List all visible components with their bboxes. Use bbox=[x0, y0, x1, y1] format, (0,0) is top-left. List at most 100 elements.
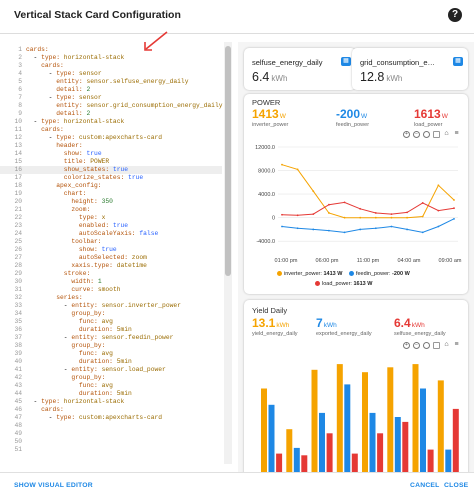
editor-line[interactable]: 22 type: x bbox=[0, 214, 222, 222]
stat-value: 1613 bbox=[414, 107, 441, 121]
zoom-out-icon[interactable]: − bbox=[413, 131, 420, 138]
line-code: func: avg bbox=[78, 318, 113, 325]
editor-line[interactable]: 47 - type: custom:apexcharts-card bbox=[0, 414, 222, 422]
search-icon[interactable] bbox=[423, 342, 430, 349]
stat-label: exported_energy_daily bbox=[316, 331, 372, 337]
home-icon[interactable]: ⌂ bbox=[444, 130, 449, 137]
editor-line[interactable]: 30 width: 1 bbox=[0, 278, 222, 286]
editor-line[interactable]: 48 bbox=[0, 422, 222, 430]
editor-line[interactable]: 15 title: POWER bbox=[0, 158, 222, 166]
data-point-inverter_power bbox=[359, 216, 362, 219]
editor-line[interactable]: 9 detail: 2 bbox=[0, 110, 222, 118]
editor-line[interactable]: 6 detail: 2 bbox=[0, 86, 222, 94]
yield-bar-chart[interactable] bbox=[244, 354, 468, 472]
editor-line[interactable]: 20 height: 350 bbox=[0, 198, 222, 206]
editor-line[interactable]: 44 duration: 5min bbox=[0, 390, 222, 398]
editor-line[interactable]: 10 - type: horizontal-stack bbox=[0, 118, 222, 126]
editor-line[interactable]: 50 bbox=[0, 438, 222, 446]
editor-line[interactable]: 14 show: true bbox=[0, 150, 222, 158]
editor-line[interactable]: 29 stroke: bbox=[0, 270, 222, 278]
editor-line[interactable]: 40 duration: 5min bbox=[0, 358, 222, 366]
sensor-name: grid_consumption_e… bbox=[360, 58, 436, 67]
close-button[interactable]: CLOSE bbox=[444, 482, 469, 489]
show-visual-editor-button[interactable]: SHOW VISUAL EDITOR bbox=[14, 482, 93, 489]
editor-line[interactable]: 4 - type: sensor bbox=[0, 70, 222, 78]
line-code: cards: bbox=[41, 126, 64, 133]
editor-line[interactable]: 27 autoSelected: zoom bbox=[0, 254, 222, 262]
line-number: 34 bbox=[14, 310, 22, 317]
line-number: 32 bbox=[14, 294, 22, 301]
editor-line[interactable]: 23 enabled: true bbox=[0, 222, 222, 230]
sensor-card-grid-consumption[interactable]: grid_consumption_e… ▦ 12.8 kWh bbox=[352, 48, 468, 90]
zoom-in-icon[interactable]: + bbox=[403, 131, 410, 138]
editor-line[interactable]: 13 header: bbox=[0, 142, 222, 150]
editor-line[interactable]: 12 - type: custom:apexcharts-card bbox=[0, 134, 222, 142]
editor-line[interactable]: 8 entity: sensor.grid_consumption_energy… bbox=[0, 102, 222, 110]
bar-yield_energy_daily bbox=[437, 380, 444, 472]
zoom-in-icon[interactable]: + bbox=[403, 342, 410, 349]
editor-line[interactable]: 1 cards: bbox=[0, 46, 222, 54]
hand-icon[interactable] bbox=[433, 342, 440, 349]
editor-line[interactable]: 21 zoom: bbox=[0, 206, 222, 214]
line-number: 51 bbox=[14, 446, 22, 453]
zoom-out-icon[interactable]: − bbox=[413, 342, 420, 349]
editor-line[interactable]: 36 duration: 5min bbox=[0, 326, 222, 334]
editor-line[interactable]: 33 - entity: sensor.inverter_power bbox=[0, 302, 222, 310]
menu-icon[interactable]: ≡ bbox=[454, 341, 459, 348]
editor-line[interactable]: 37 - entity: sensor.feedin_power bbox=[0, 334, 222, 342]
line-number: 19 bbox=[14, 190, 22, 197]
bar-exported_energy_daily bbox=[420, 388, 426, 472]
editor-line[interactable]: 46 cards: bbox=[0, 406, 222, 414]
line-number: 6 bbox=[18, 86, 22, 93]
menu-icon[interactable]: ≡ bbox=[454, 130, 459, 137]
editor-scrollbar[interactable] bbox=[224, 42, 232, 464]
home-icon[interactable]: ⌂ bbox=[444, 341, 449, 348]
editor-line[interactable]: 28 xaxis.type: datetime bbox=[0, 262, 222, 270]
line-code: curve: smooth bbox=[71, 286, 121, 293]
editor-line[interactable]: 38 group_by: bbox=[0, 342, 222, 350]
series-line-load_power bbox=[281, 201, 455, 216]
search-icon[interactable] bbox=[423, 131, 430, 138]
editor-line[interactable]: 25 toolbar: bbox=[0, 238, 222, 246]
yield-stat-selfuse: 6.4kWh selfuse_energy_daily bbox=[394, 316, 446, 337]
line-code: detail: 2 bbox=[56, 110, 91, 117]
line-code: xaxis.type: datetime bbox=[71, 262, 147, 269]
line-code: autoScaleYaxis: false bbox=[78, 230, 159, 237]
hand-icon[interactable] bbox=[433, 131, 440, 138]
editor-line[interactable]: 49 bbox=[0, 430, 222, 438]
line-number: 12 bbox=[14, 134, 22, 141]
editor-line[interactable]: 43 func: avg bbox=[0, 382, 222, 390]
editor-line[interactable]: 35 func: avg bbox=[0, 318, 222, 326]
editor-line[interactable]: 34 group_by: bbox=[0, 310, 222, 318]
editor-line[interactable]: 26 show: true bbox=[0, 246, 222, 254]
editor-line[interactable]: 7 - type: sensor bbox=[0, 94, 222, 102]
editor-line[interactable]: 51 bbox=[0, 446, 222, 454]
editor-line[interactable]: 39 func: avg bbox=[0, 350, 222, 358]
editor-line[interactable]: 17 colorize_states: true bbox=[0, 174, 222, 182]
editor-line[interactable]: 45 - type: horizontal-stack bbox=[0, 398, 222, 406]
sensor-card-selfuse[interactable]: selfuse_energy_daily ▦ 6.4 kWh bbox=[244, 48, 356, 90]
editor-line[interactable]: 16 show_states: true bbox=[0, 166, 222, 174]
line-number: 4 bbox=[18, 70, 22, 77]
line-number: 33 bbox=[14, 302, 22, 309]
editor-scrollbar-thumb[interactable] bbox=[225, 46, 231, 276]
editor-line[interactable]: 19 chart: bbox=[0, 190, 222, 198]
sensor-value: 6.4 bbox=[252, 70, 270, 84]
line-number: 24 bbox=[14, 230, 22, 237]
editor-line[interactable]: 5 entity: sensor.selfuse_energy_daily bbox=[0, 78, 222, 86]
editor-line[interactable]: 11 cards: bbox=[0, 126, 222, 134]
power-line-chart[interactable]: 12000.0 8000.0 4000.0 0 -4000.0 01:00 pm 06:00… bbox=[244, 141, 468, 269]
cancel-button[interactable]: CANCEL bbox=[410, 482, 440, 489]
editor-line[interactable]: 2 - type: horizontal-stack bbox=[0, 54, 222, 62]
editor-line[interactable]: 42 group_by: bbox=[0, 374, 222, 382]
line-code: show: true bbox=[63, 150, 102, 157]
editor-line[interactable]: 3 cards: bbox=[0, 62, 222, 70]
yaml-code-editor[interactable]: 1 cards: 2 - type: horizontal-stack 3 cards… bbox=[0, 42, 232, 464]
editor-line[interactable]: 24 autoScaleYaxis: false bbox=[0, 230, 222, 238]
editor-line[interactable]: 31 curve: smooth bbox=[0, 286, 222, 294]
help-icon[interactable]: ? bbox=[448, 8, 462, 22]
editor-line[interactable]: 41 - entity: sensor.load_power bbox=[0, 366, 222, 374]
editor-line[interactable]: 32 series: bbox=[0, 294, 222, 302]
line-number: 16 bbox=[14, 166, 22, 173]
editor-line[interactable]: 18 apex_config: bbox=[0, 182, 222, 190]
